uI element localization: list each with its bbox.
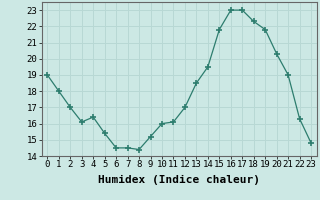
X-axis label: Humidex (Indice chaleur): Humidex (Indice chaleur) xyxy=(98,175,260,185)
